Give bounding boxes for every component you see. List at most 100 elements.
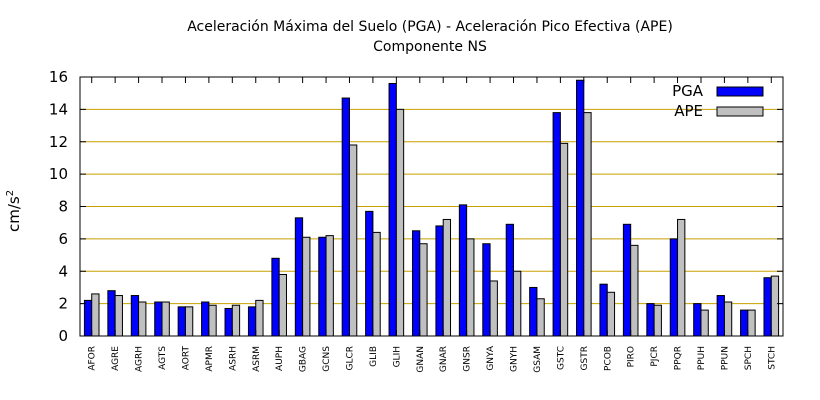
x-category-label: GNYA: [486, 345, 496, 371]
bar-pga-aort: [177, 306, 186, 337]
bar-pga-pcob: [599, 283, 608, 337]
bar-pga-gnyh: [505, 223, 515, 337]
y-tick-label: 14: [49, 100, 68, 118]
bar-pga-agts: [154, 301, 163, 337]
bar-ape-gnsr: [466, 238, 475, 337]
chart-subtitle: Componente NS: [373, 39, 487, 55]
bar-ape-piro: [630, 244, 639, 337]
x-category-label: GNYH: [510, 346, 520, 372]
bar-pga-auph: [271, 257, 280, 337]
x-category-label: ASRH: [228, 346, 238, 371]
bar-ape-gstc: [559, 142, 569, 337]
bar-pga-gstr: [576, 79, 585, 337]
y-tick-label: 10: [49, 165, 68, 183]
x-category-label: GCNS: [322, 346, 332, 372]
x-category-label: GSTR: [580, 346, 590, 370]
bar-ape-asrh: [231, 304, 241, 337]
x-category-label: GNSR: [463, 346, 473, 372]
bar-ape-gnar: [442, 218, 452, 337]
bar-pga-spch: [740, 309, 749, 337]
y-axis-label-exponent: 2: [5, 190, 16, 196]
bar-pga-gbag: [294, 217, 304, 337]
legend-label: APE: [674, 102, 703, 120]
bar-ape-ppuh: [700, 309, 709, 337]
x-category-label: GSAM: [533, 346, 543, 373]
y-tick-label: 16: [49, 68, 68, 86]
legend: PGA APE: [672, 82, 764, 120]
x-category-label: PIRO: [627, 346, 637, 367]
bar-pga-agre: [107, 290, 116, 337]
x-category-label: STCH: [767, 346, 777, 370]
legend-label: PGA: [672, 82, 704, 100]
bar-pga-asrh: [224, 307, 233, 337]
x-category-label: AORT: [181, 346, 191, 371]
y-axis-label: cm/s2: [5, 190, 23, 232]
bar-pga-afor: [83, 299, 93, 337]
x-category-label: GBAG: [299, 346, 309, 372]
bar-pga-gcns: [318, 236, 327, 337]
bar-pga-gnar: [435, 225, 444, 337]
y-tick-label: 6: [58, 230, 68, 248]
x-category-label: GNAR: [439, 346, 449, 372]
bar-ape-gnyh: [513, 270, 522, 337]
x-category-label: AUPH: [275, 346, 285, 371]
x-category-label: AGRH: [135, 346, 145, 372]
bar-ape-auph: [278, 273, 287, 337]
bar-ape-afor: [91, 293, 100, 337]
bar-pga-apmr: [201, 301, 210, 337]
bar-pga-gstc: [552, 112, 561, 337]
bar-ape-agre: [114, 295, 123, 337]
bar-pga-stch: [763, 277, 772, 337]
bar-ape-gnya: [489, 280, 498, 337]
x-category-label: PPUH: [697, 346, 707, 370]
bar-ape-pcob: [606, 291, 616, 337]
y-axis-ticks: 0 2 4 6 8 10 12 14 16: [49, 68, 783, 345]
bar-ape-gnan: [419, 243, 428, 337]
x-category-label: GLCR: [345, 346, 355, 371]
bar-ape-glib: [372, 231, 381, 337]
x-category-label: AFOR: [88, 346, 98, 371]
y-tick-label: 2: [58, 295, 68, 313]
bar-pga-gnan: [411, 230, 421, 337]
x-axis-categories: AFOR AGRE AGRH AGTS AORT APMR ASRH ASRM AUPH GBAG…: [88, 77, 777, 373]
plot-frame: [79, 76, 784, 337]
gridlines: [80, 108, 783, 305]
x-category-label: PPQR: [674, 346, 684, 370]
y-axis-label-unit: cm/s: [5, 196, 23, 232]
bar-ape-stch: [770, 275, 780, 337]
bar-pga-ppuh: [693, 303, 702, 337]
x-category-label: PCOB: [603, 346, 613, 371]
legend-swatch: [716, 86, 764, 97]
bar-ape-apmr: [208, 304, 217, 337]
bar-ape-pjcr: [653, 304, 662, 337]
bar-pga-ppqr: [669, 238, 679, 337]
bar-ape-gcns: [325, 235, 334, 337]
bar-pga-gsam: [529, 286, 538, 337]
bar-ape-gstr: [583, 112, 592, 337]
bar-pga-agrh: [130, 295, 140, 337]
bar-ape-gsam: [536, 298, 545, 337]
chart-title: Aceleración Máxima del Suelo (PGA) - Ace…: [187, 19, 673, 35]
bar-ape-spch: [747, 309, 756, 337]
bar-pga-glcr: [341, 97, 350, 337]
bars: [83, 79, 780, 337]
x-category-label: GNAN: [416, 346, 426, 373]
x-category-label: GLIH: [392, 346, 402, 367]
y-tick-label: 4: [58, 262, 68, 280]
x-category-label: AGTS: [158, 346, 168, 370]
bar-pga-glib: [365, 210, 374, 337]
x-category-label: SPCH: [744, 346, 754, 370]
bar-ape-agrh: [138, 301, 147, 337]
y-tick-label: 12: [49, 133, 68, 151]
bar-pga-gnya: [482, 243, 491, 337]
bar-ape-glcr: [348, 144, 358, 337]
bar-pga-gnsr: [458, 204, 468, 337]
x-category-label: GSTC: [556, 346, 566, 370]
bar-pga-glih: [388, 82, 397, 337]
bar-ape-glih: [395, 108, 405, 337]
bar-ape-ppun: [723, 301, 733, 337]
x-category-label: APMR: [205, 346, 215, 372]
x-category-label: PJCR: [650, 346, 660, 367]
legend-swatch: [716, 106, 764, 117]
